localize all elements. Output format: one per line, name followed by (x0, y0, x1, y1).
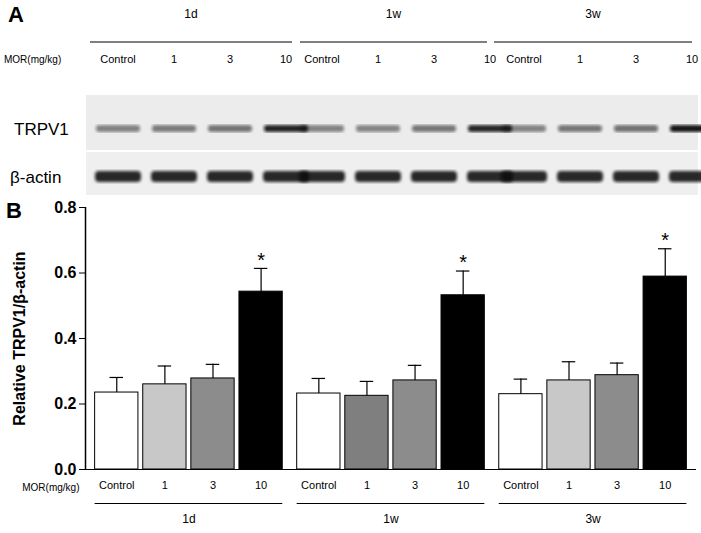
svg-text:3: 3 (614, 479, 620, 491)
svg-text:1d: 1d (184, 7, 197, 21)
svg-text:Control: Control (304, 53, 339, 65)
svg-text:1: 1 (566, 479, 572, 491)
html-text:B: B (6, 198, 22, 223)
svg-text:10: 10 (280, 53, 292, 65)
svg-text:Control: Control (99, 479, 134, 491)
svg-text:10: 10 (686, 53, 698, 65)
svg-text:1w: 1w (386, 7, 402, 21)
svg-text:Control: Control (503, 479, 538, 491)
svg-text:β-actin: β-actin (10, 168, 61, 187)
svg-text:1: 1 (364, 479, 370, 491)
svg-text:*: * (257, 249, 265, 271)
svg-text:3: 3 (210, 479, 216, 491)
svg-text:*: * (661, 229, 669, 251)
svg-text:10: 10 (457, 479, 469, 491)
svg-text:10: 10 (255, 479, 267, 491)
svg-text:3w: 3w (585, 7, 601, 21)
svg-text:TRPV1: TRPV1 (14, 120, 69, 139)
svg-text:Control: Control (100, 53, 135, 65)
svg-text:Control: Control (301, 479, 336, 491)
svg-text:Control: Control (506, 53, 541, 65)
svg-text:1d: 1d (182, 512, 195, 526)
svg-text:0.0: 0.0 (54, 461, 76, 478)
svg-text:0.4: 0.4 (54, 330, 76, 347)
svg-text:3w: 3w (585, 512, 601, 526)
svg-text:MOR(mg/kg): MOR(mg/kg) (22, 482, 79, 493)
svg-text:*: * (459, 251, 467, 273)
svg-text:10: 10 (659, 479, 671, 491)
svg-text:1: 1 (162, 479, 168, 491)
svg-text:MOR(mg/kg): MOR(mg/kg) (4, 54, 61, 65)
svg-text:3: 3 (633, 53, 639, 65)
svg-text:1: 1 (375, 53, 381, 65)
svg-text:0.8: 0.8 (54, 199, 76, 216)
svg-text:A: A (8, 2, 24, 27)
svg-text:3: 3 (227, 53, 233, 65)
svg-text:1w: 1w (383, 512, 399, 526)
svg-text:3: 3 (431, 53, 437, 65)
svg-text:1: 1 (577, 53, 583, 65)
svg-text:1: 1 (171, 53, 177, 65)
svg-text:10: 10 (484, 53, 496, 65)
svg-text:Relative TRPV1/β-actin: Relative TRPV1/β-actin (11, 251, 28, 425)
svg-text:0.2: 0.2 (54, 395, 76, 412)
svg-text:0.6: 0.6 (54, 264, 76, 281)
svg-text:3: 3 (412, 479, 418, 491)
